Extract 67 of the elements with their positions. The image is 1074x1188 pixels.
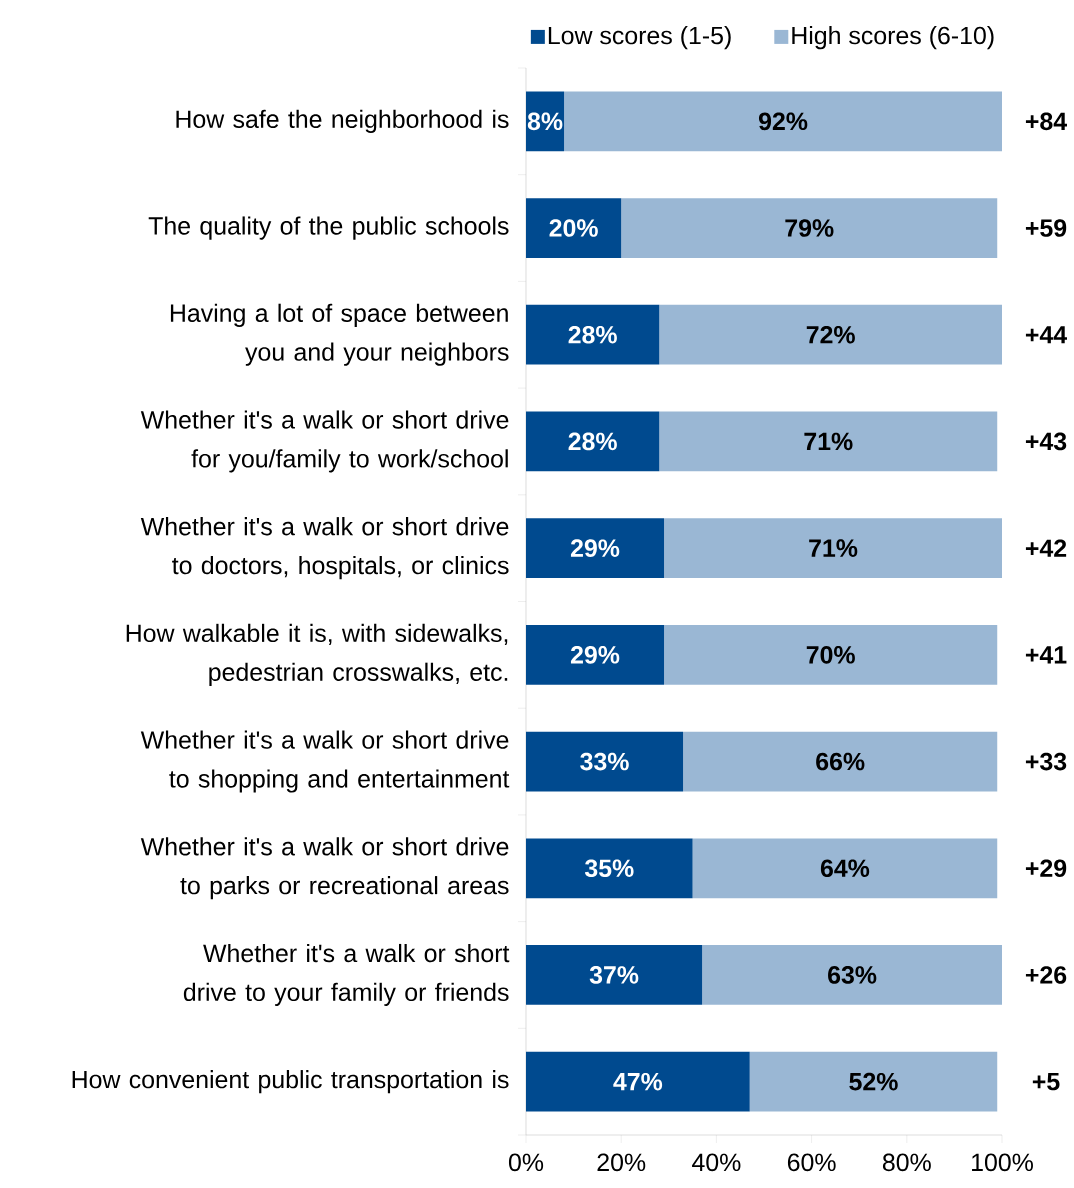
x-tick-label: 100% <box>972 1153 1033 1172</box>
bar <box>525 1051 750 1112</box>
bar <box>683 731 998 792</box>
y-tick-label: Whether it's a walk or short drive to parks or recreational areas <box>140 837 509 900</box>
data-label: 20% <box>549 219 598 237</box>
data-label: 72% <box>806 325 855 344</box>
data-label: 29% <box>570 539 620 557</box>
text: +84 <box>1025 112 1067 131</box>
data-label: 79% <box>785 219 834 237</box>
data-label: 28% <box>568 432 617 451</box>
data-label: 52% <box>849 1072 898 1091</box>
text: +42 <box>1025 539 1067 557</box>
y-tick-label: Whether it's a walk or short drive to doctors, hospitals, or clinics <box>140 517 509 580</box>
y-tick-label: Whether it's a walk or short drive to shopping and entertainment <box>140 730 510 793</box>
bar <box>525 198 622 258</box>
bar <box>621 198 998 258</box>
bar <box>749 1051 998 1112</box>
data-label: 66% <box>816 752 865 771</box>
y-tick-label: How walkable it is, with sidewalks, pedestrian crosswalks, etc. <box>126 623 508 686</box>
bar <box>525 518 665 579</box>
bar <box>564 91 1002 152</box>
bar <box>702 945 1002 1005</box>
bar <box>692 838 998 899</box>
y-tick-label: The quality of the public schools <box>148 216 509 240</box>
bar <box>664 624 998 685</box>
bar <box>525 731 684 792</box>
data-label: 35% <box>584 859 634 878</box>
bar <box>525 411 660 472</box>
data-label: 70% <box>806 646 855 664</box>
y-tick-label: Having a lot of space between you and your neighbors <box>170 303 509 366</box>
data-label: 37% <box>589 966 639 984</box>
bar <box>525 304 660 365</box>
bar <box>664 518 1002 579</box>
text: +43 <box>1025 432 1067 451</box>
text: +44 <box>1025 326 1067 344</box>
data-label: 33% <box>580 752 629 771</box>
x-tick-label: 60% <box>787 1153 836 1172</box>
text: +5 <box>1032 1072 1060 1091</box>
bar <box>525 945 703 1005</box>
x-tick-label: 0% <box>508 1153 544 1172</box>
x-tick-label: 80% <box>882 1153 931 1172</box>
data-label: 64% <box>820 859 870 878</box>
text: +26 <box>1025 966 1067 984</box>
data-label: 71% <box>809 539 858 557</box>
data-label: 29% <box>570 646 620 664</box>
data-label: 28% <box>568 325 617 344</box>
bar <box>659 411 998 472</box>
bar <box>525 838 693 899</box>
legend-label: High scores (6-10) <box>792 26 994 50</box>
text: +33 <box>1025 752 1067 771</box>
x-tick-label: 20% <box>597 1153 646 1172</box>
x-tick-label: 40% <box>692 1153 741 1172</box>
data-label: 71% <box>804 432 853 451</box>
y-tick-label: Whether it's a walk or short drive to your family or friends <box>183 943 510 1006</box>
bar <box>659 304 1002 365</box>
text: +29 <box>1025 859 1067 878</box>
bar <box>525 624 665 685</box>
data-label: 92% <box>758 112 808 131</box>
data-label: 8% <box>527 112 563 131</box>
data-label: 63% <box>828 966 877 984</box>
legend-label: Low scores (1-5) <box>548 26 731 50</box>
y-tick-label: Whether it's a walk or short drive for you/family to work/school <box>140 410 509 473</box>
data-label: 47% <box>613 1072 663 1091</box>
y-tick-label: How safe the neighborhood is <box>176 109 509 133</box>
y-tick-label: How convenient public transportation is <box>72 1070 509 1094</box>
text: +59 <box>1025 219 1067 237</box>
text: +41 <box>1025 646 1067 664</box>
